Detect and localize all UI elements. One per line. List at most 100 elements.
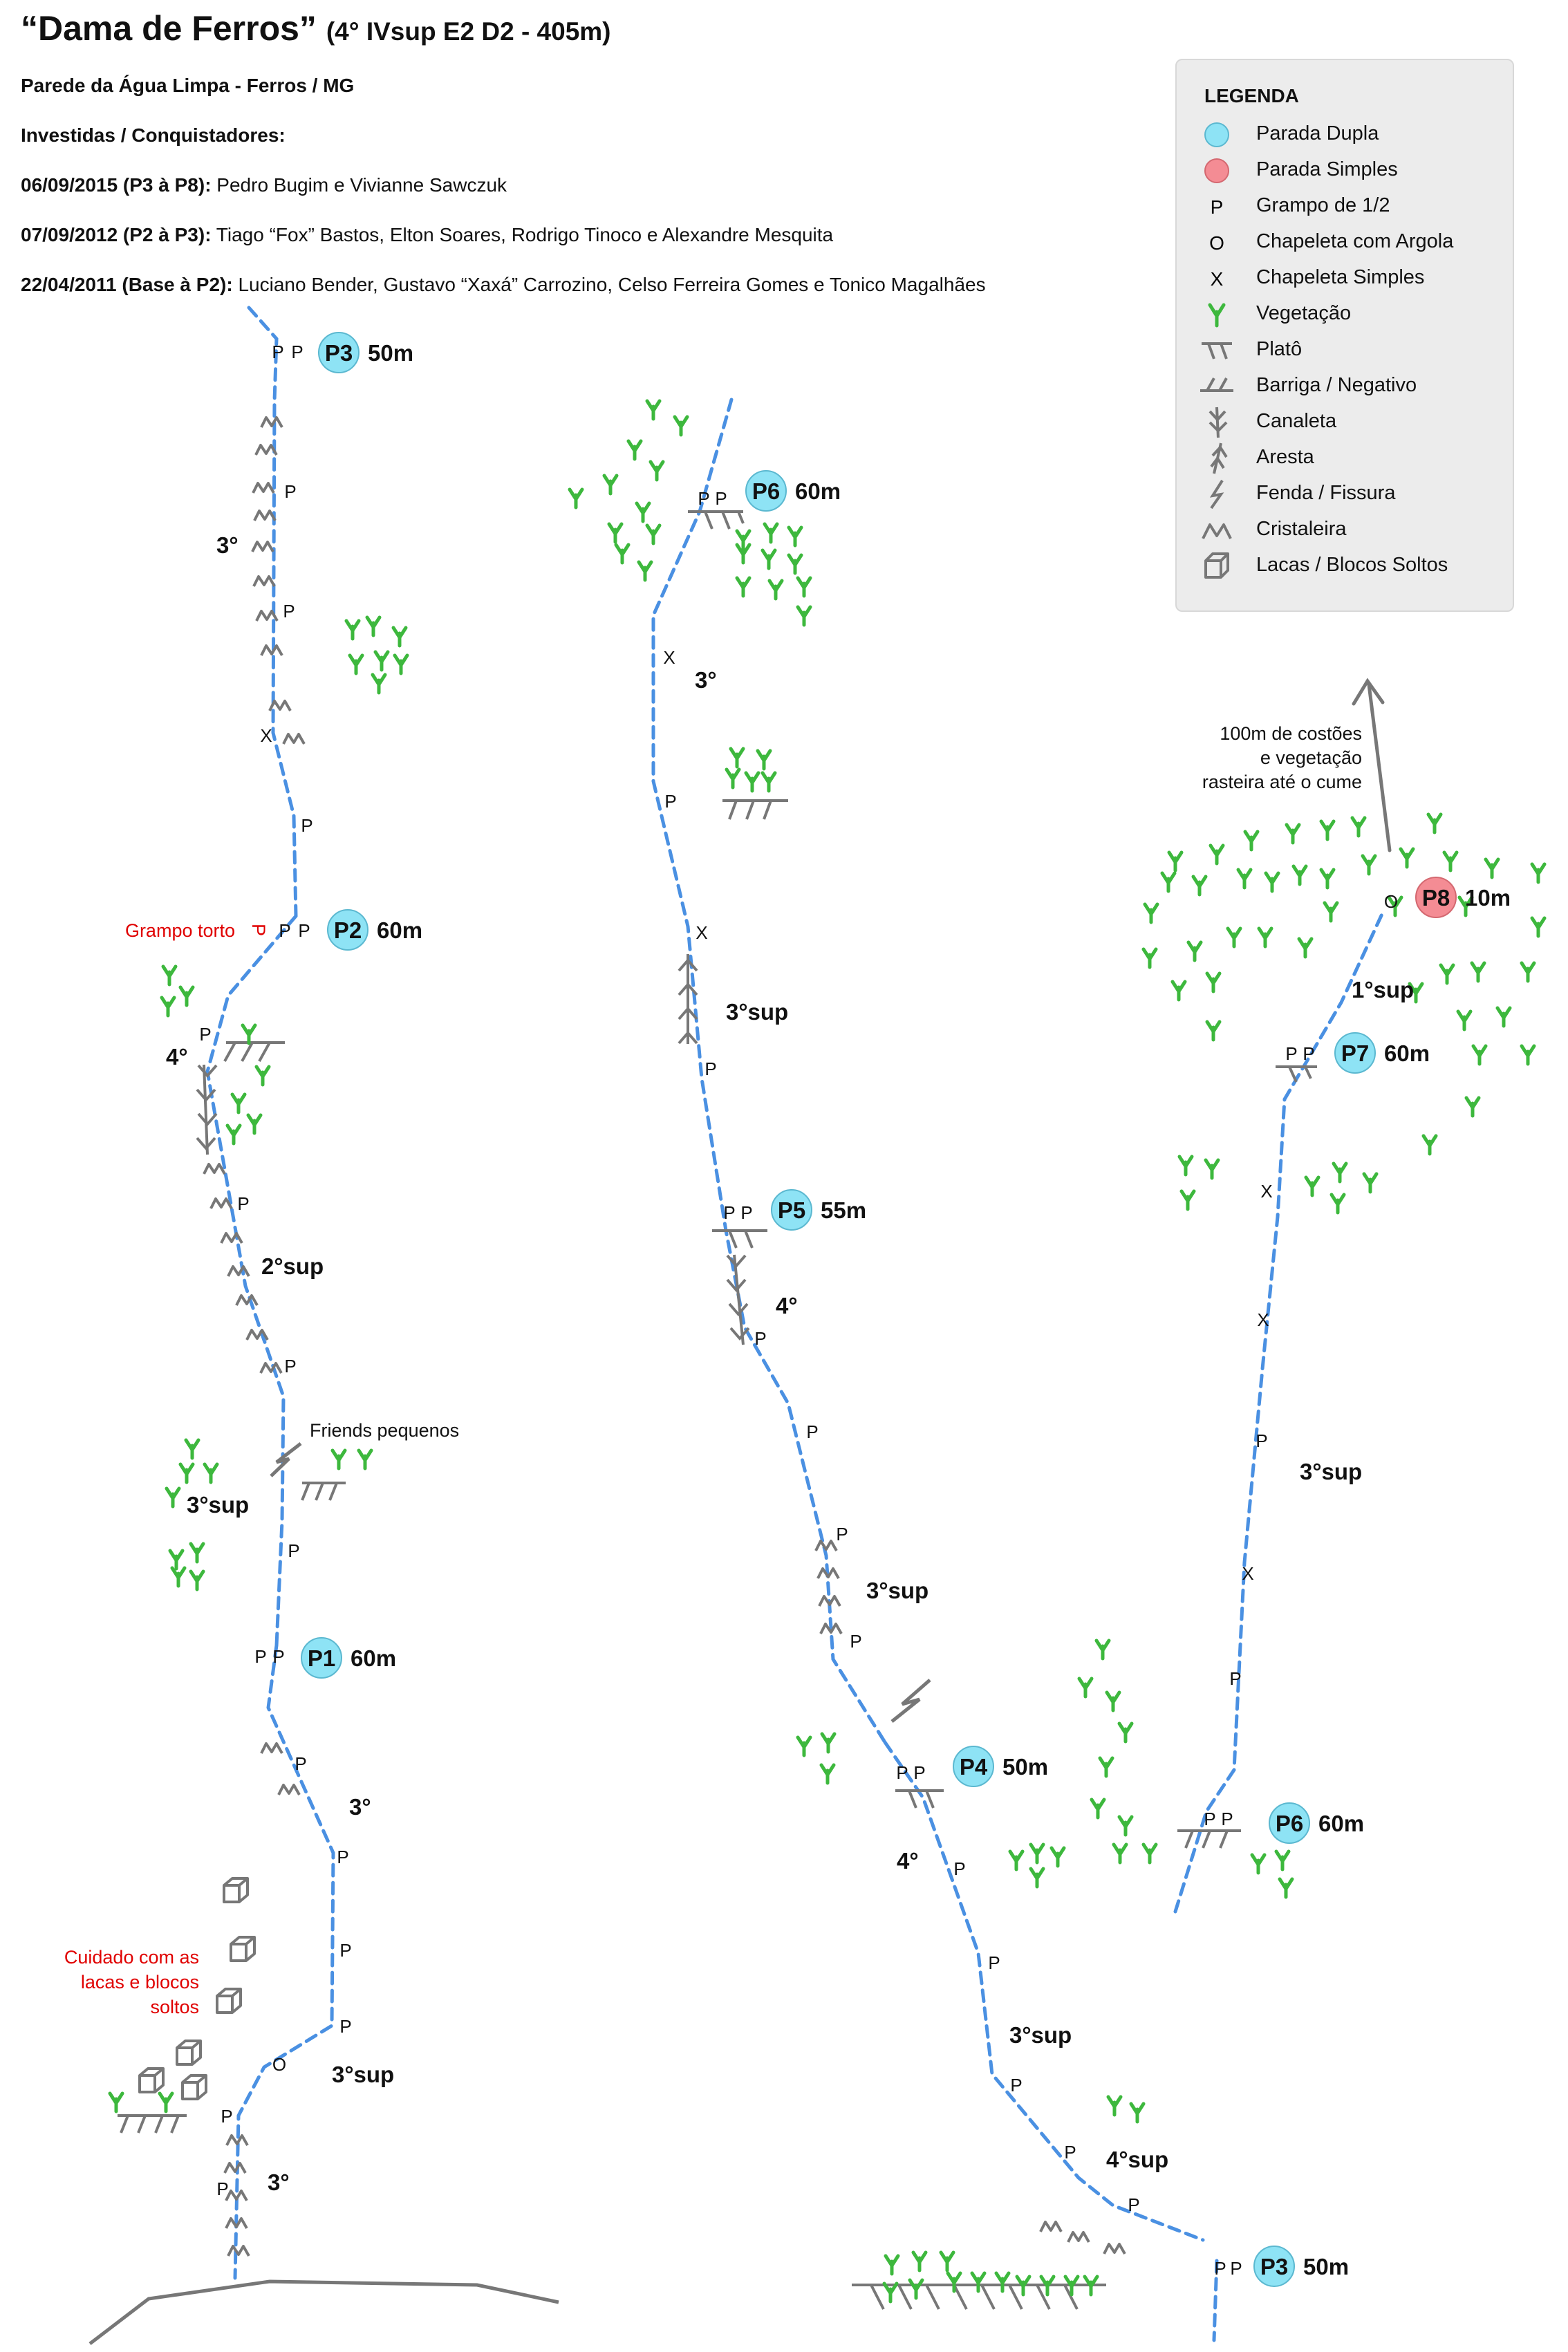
legend-item: Platô	[1177, 333, 1515, 368]
bolt-p: P	[1204, 1809, 1215, 1829]
double-belay-icon	[1253, 2246, 1295, 2287]
ledge-icon	[118, 510, 1317, 2310]
belay-label: P6	[752, 478, 780, 504]
legend-label: Chapeleta Simples	[1256, 266, 1425, 288]
ring-o: O	[1384, 891, 1398, 912]
legend-label: Fenda / Fissura	[1256, 482, 1396, 504]
bolt-p: P	[836, 1524, 848, 1544]
ascent-line: 06/09/2015 (P3 à P8): Pedro Bugim e Vivi…	[21, 174, 507, 196]
legend-item: X Chapeleta Simples	[1177, 261, 1515, 297]
bolt-p: P	[272, 342, 283, 362]
bolt-p: P	[237, 1193, 249, 1214]
bolt-p: P	[288, 1540, 299, 1561]
route-pitch-2-3	[247, 306, 298, 918]
single-belay-icon	[1204, 158, 1229, 183]
route-pitch-6-8	[1173, 911, 1385, 1914]
summit-note-line: 100m de costões	[1220, 723, 1362, 744]
bolt-p: P	[291, 342, 303, 362]
bolt-p: P	[806, 1421, 818, 1442]
bent-bolt-mark: P	[248, 924, 269, 936]
legend-item: Parada Simples	[1177, 153, 1515, 189]
bolt-p: P	[664, 791, 676, 812]
belay-p7: P P P7 60m	[1285, 1032, 1430, 1074]
route-line	[205, 306, 1385, 2342]
grade-label: 1°sup	[1352, 977, 1414, 1002]
belay-label: P3	[1260, 2254, 1288, 2279]
bolt-p: P	[339, 1940, 351, 1961]
pitch-length: 10m	[1465, 885, 1511, 911]
bolt-p: P	[339, 2016, 351, 2037]
crystals-icon	[1202, 523, 1232, 539]
bolt-p: P	[896, 1762, 908, 1783]
route-pitch-3-5	[651, 398, 887, 1744]
bolt-p: P	[298, 920, 310, 941]
legend-label: Canaleta	[1256, 410, 1337, 432]
loose-warning-line: Cuidado com as	[64, 1947, 199, 1968]
hanger-x: X	[696, 922, 707, 943]
double-belay-icon	[1204, 122, 1229, 147]
belay-p3-bottom: P P P3 50m	[1214, 2246, 1349, 2287]
belay-label: P7	[1341, 1040, 1369, 1066]
bolt-p: P	[1230, 2258, 1242, 2279]
bolt-p: P	[704, 1058, 716, 1079]
bolt-p: P	[723, 1202, 735, 1223]
bolt-p: P	[1064, 2142, 1076, 2163]
bolt-p: P	[199, 1024, 211, 1045]
ascent-climbers: Tiago “Fox” Bastos, Elton Soares, Rodrig…	[216, 224, 834, 245]
legend-label: Grampo de 1/2	[1256, 194, 1390, 216]
ascent-climbers: Luciano Bender, Gustavo “Xaxá” Carrozino…	[238, 274, 986, 295]
ascent-climbers: Pedro Bugim e Vivianne Sawczuk	[216, 174, 507, 196]
legend-item: Canaleta	[1177, 404, 1515, 440]
legend-item: Cristaleira	[1177, 512, 1515, 548]
bolt-p: P	[254, 1646, 266, 1667]
grade-label: 3°	[695, 667, 717, 693]
crack-icon	[270, 1442, 302, 1477]
route-base-1	[233, 1643, 335, 2280]
bolt-p: P	[301, 815, 312, 836]
route-features	[196, 954, 931, 1723]
bolt-p: P	[698, 488, 709, 509]
bolt-p: P	[913, 1762, 925, 1783]
summit-note-line: rasteira até o cume	[1202, 772, 1362, 792]
legend-label: Barriga / Negativo	[1256, 374, 1417, 396]
route-title: “Dama de Ferros” (4° IVsup E2 D2 - 405m)	[21, 8, 611, 48]
hanger-x: X	[663, 647, 675, 668]
legend-item: O Chapeleta com Argola	[1177, 225, 1515, 261]
double-belay-icon	[745, 470, 787, 512]
hanger-icon: X	[1211, 268, 1224, 290]
legend-label: Lacas / Blocos Soltos	[1256, 554, 1448, 576]
belay-label: P3	[325, 340, 353, 366]
bolt-p: P	[295, 1753, 306, 1774]
legend-item: Parada Dupla	[1177, 117, 1515, 153]
bolt-p: P	[1285, 1043, 1297, 1064]
grade-label: 3°	[216, 532, 239, 558]
ascent-date: 07/09/2012 (P2 à P3):	[21, 224, 212, 245]
loose-warning-line: soltos	[150, 1997, 199, 2017]
grade-label: 3°sup	[332, 2062, 394, 2087]
location: Parede da Água Limpa - Ferros / MG	[21, 75, 355, 96]
legend-item: Aresta	[1177, 440, 1515, 476]
legend-item: Vegetação	[1177, 297, 1515, 333]
grade-label: 3°sup	[187, 1492, 249, 1518]
double-belay-icon	[771, 1189, 812, 1231]
summit-note-line: e vegetação	[1260, 747, 1362, 768]
belay-label: P2	[334, 917, 362, 943]
vegetation	[110, 401, 1544, 2302]
grade-label: 4°	[776, 1293, 798, 1318]
bolts: P P X P P P P P P P P P O P P X P X P P …	[199, 481, 1398, 2215]
ascent-line: 07/09/2012 (P2 à P3): Tiago “Fox” Bastos…	[21, 224, 833, 246]
bolt-p: P	[988, 1952, 1000, 1973]
belay-p6-left: P P P6 60m	[698, 470, 841, 512]
ring-o: O	[272, 2054, 286, 2075]
loose-warning-line: lacas e blocos	[81, 1972, 199, 1992]
legend-label: Parada Simples	[1256, 158, 1398, 180]
grade-label: 4°sup	[1106, 2147, 1168, 2172]
bent-bolt-note: Grampo torto	[125, 920, 235, 941]
legend-label: Cristaleira	[1256, 518, 1347, 540]
grades: 3° 4° 2°sup 3°sup 3° 3°sup 3° 3° 3°sup 4…	[166, 532, 1414, 2195]
route-grade: (4° IVsup E2 D2 - 405m)	[326, 17, 611, 46]
svg-text:P: P	[1211, 196, 1224, 218]
route-pitch-4-3	[883, 1740, 1205, 2242]
grade-label: 3°sup	[1300, 1459, 1362, 1484]
